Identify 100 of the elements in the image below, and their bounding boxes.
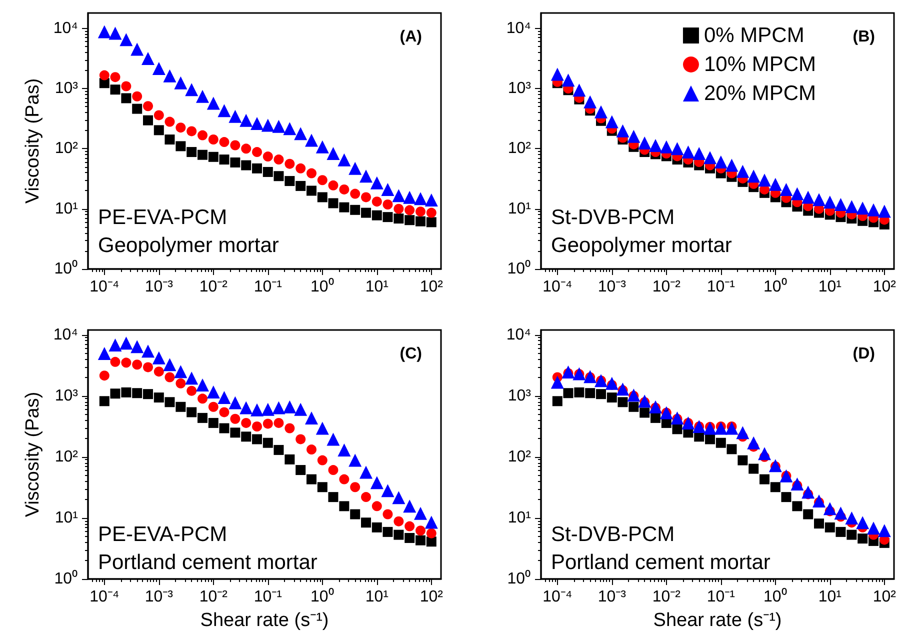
point: [823, 502, 836, 516]
point: [382, 200, 393, 210]
x-tick-label: 10⁻²: [652, 278, 682, 296]
point: [296, 163, 306, 174]
point: [99, 396, 110, 406]
point: [185, 83, 198, 96]
point: [284, 158, 295, 169]
point: [736, 426, 750, 440]
point: [867, 522, 880, 535]
point: [317, 175, 328, 186]
annotation: Geopolymer mortar: [98, 234, 279, 257]
point: [262, 418, 273, 429]
legend-label: 0% MPCM: [704, 24, 804, 47]
point: [241, 432, 252, 442]
point: [152, 351, 166, 364]
point: [338, 443, 351, 456]
point: [262, 166, 273, 177]
point: [120, 336, 133, 350]
annotation: Geopolymer mortar: [551, 234, 732, 257]
point: [196, 90, 210, 103]
point: [348, 162, 362, 175]
y-tick-label: 10⁴: [506, 20, 532, 37]
y-tick-label: 10⁰: [507, 570, 531, 588]
point: [770, 482, 780, 492]
point: [196, 378, 210, 392]
point: [176, 122, 186, 133]
point: [738, 455, 748, 466]
point: [403, 500, 416, 513]
annotation: St-DVB-PCM: [551, 523, 675, 546]
point: [672, 424, 682, 434]
point: [704, 151, 717, 164]
y-tick-label: 10⁰: [54, 570, 78, 588]
point: [176, 402, 186, 412]
point: [110, 84, 120, 95]
text: (B): [852, 28, 876, 46]
point: [790, 187, 804, 200]
point: [584, 95, 597, 108]
point: [426, 528, 436, 538]
point: [858, 534, 868, 544]
point: [812, 193, 826, 206]
point: [252, 163, 262, 174]
point: [306, 186, 317, 196]
point: [110, 388, 120, 399]
point: [550, 376, 564, 389]
point: [121, 81, 132, 92]
point: [594, 105, 608, 118]
x-tick-label: 10⁻⁴: [90, 278, 120, 296]
point: [230, 157, 240, 168]
point: [370, 476, 384, 490]
point: [404, 521, 415, 532]
y-tick-label: 10¹: [508, 200, 531, 218]
point: [596, 389, 606, 400]
point: [856, 516, 870, 530]
point: [361, 518, 372, 528]
point: [404, 532, 415, 543]
point: [834, 198, 848, 212]
point: [361, 492, 372, 502]
point: [198, 130, 208, 140]
point: [186, 386, 197, 396]
point: [834, 506, 848, 520]
point: [572, 84, 586, 97]
point: [99, 70, 110, 80]
point: [758, 174, 772, 187]
point: [274, 154, 284, 165]
point: [802, 486, 815, 499]
point: [394, 214, 404, 224]
point: [328, 198, 338, 208]
point: [350, 204, 360, 215]
point: [208, 402, 218, 412]
point: [638, 394, 652, 408]
point: [143, 101, 154, 112]
x-tick-label: 10⁻¹: [706, 588, 735, 606]
point: [98, 346, 111, 360]
point: [228, 110, 242, 123]
x-tick-label: 10⁻²: [199, 588, 228, 606]
y-tick-label: 10⁰: [54, 260, 78, 278]
point: [230, 414, 240, 424]
y-tick-label: 10³: [54, 80, 79, 98]
point: [198, 394, 208, 404]
point: [284, 423, 295, 434]
point: [120, 33, 133, 46]
point: [704, 422, 717, 435]
point: [130, 42, 144, 56]
point: [563, 388, 574, 398]
point: [714, 422, 728, 435]
y-tick-label: 10³: [508, 387, 532, 404]
point: [682, 146, 695, 159]
point: [350, 482, 360, 492]
point: [219, 407, 230, 418]
x-tick-label: 10⁰: [764, 278, 788, 296]
point: [716, 438, 726, 448]
point: [747, 436, 760, 450]
point: [628, 402, 639, 412]
point: [392, 189, 406, 202]
point: [372, 522, 382, 532]
point: [736, 164, 750, 178]
point: [403, 190, 416, 204]
point: [252, 422, 262, 432]
point: [154, 392, 164, 403]
point: [262, 152, 273, 162]
